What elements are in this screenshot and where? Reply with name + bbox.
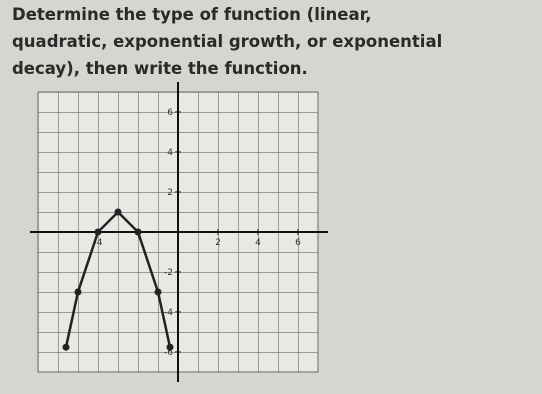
point — [74, 288, 82, 296]
graph: -4 2 4 6 6 4 2 -2 -4 -6 — [30, 82, 328, 382]
point — [62, 343, 70, 351]
point — [94, 228, 102, 236]
x-tick-label: 4 — [255, 238, 261, 248]
y-tick-label: 4 — [167, 148, 173, 158]
x-tick-label: -4 — [94, 238, 103, 248]
y-tick-label: 2 — [167, 188, 173, 198]
question-line: decay), then write the function. — [12, 59, 308, 78]
y-tick-label: -2 — [164, 268, 173, 278]
point — [154, 288, 162, 296]
point — [166, 343, 174, 351]
point — [134, 228, 142, 236]
question-line: Determine the type of function (linear, — [12, 5, 372, 24]
x-tick-label: 6 — [295, 238, 301, 248]
point — [114, 208, 122, 216]
y-tick-label: -6 — [164, 348, 173, 358]
question-line: quadratic, exponential growth, or expone… — [12, 32, 442, 51]
y-tick-label: 6 — [167, 108, 173, 118]
y-tick-label: -4 — [164, 308, 173, 318]
x-tick-label: 2 — [215, 238, 221, 248]
